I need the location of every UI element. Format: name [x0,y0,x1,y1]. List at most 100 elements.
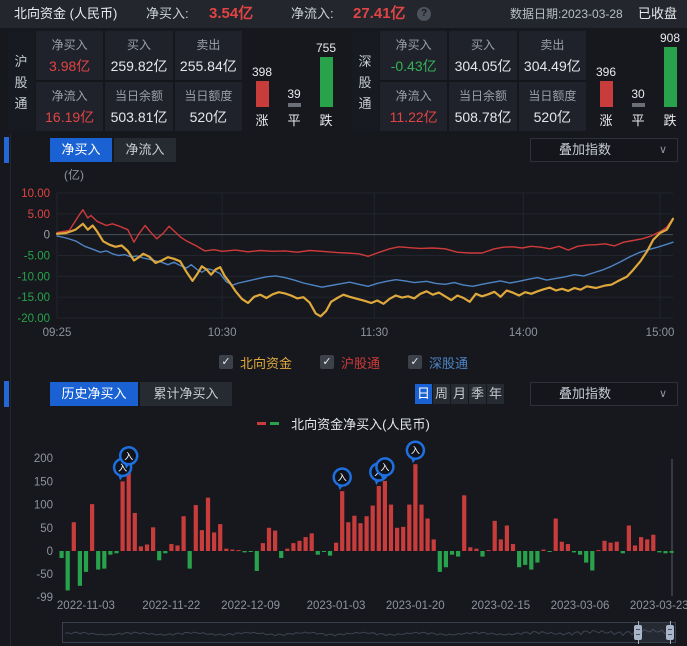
stat-cell: 买入 304.05亿 [449,31,517,80]
stat-cell: 当日余额 503.81亿 [105,82,173,131]
history-bar-chart[interactable]: 200 150 100 50 0 -50 -99 2022-11-03 2022-11-22 20… [0,433,687,615]
navigator-right-handle[interactable] [666,625,674,640]
hugutong-stats: 净买入 3.98亿 买入 259.82亿 卖出 255.84亿 净流入 16.19亿 当… [36,31,242,131]
legend-item-shengutong[interactable]: ✓ 深股通 [408,353,468,372]
stat-cell: 净买入 -0.43亿 [380,31,448,80]
svg-text:-10.00: -10.00 [17,271,50,283]
checkbox-checked-icon[interactable]: ✓ [319,355,334,369]
tab-net-buy[interactable]: 净买入 [50,138,112,162]
net-inflow-label: 净流入: [291,6,334,21]
section-accent [4,137,9,163]
chevron-down-icon: ∨ [658,144,667,156]
legend-dash-red [257,421,267,425]
stat-cell: 净流入 16.19亿 [36,82,104,131]
svg-text:入: 入 [118,463,127,473]
flat-column: 39 平 [287,87,301,128]
left-divider [10,134,11,646]
chevron-down-icon: ∨ [658,388,667,400]
intraday-line-chart[interactable]: 10.00 5.00 0 -5.00 -10.00 -15.00 -20.00 09:25 10… [0,178,687,345]
section-accent [4,381,9,407]
svg-text:2022-11-03: 2022-11-03 [57,600,115,612]
net-inflow-value: 27.41亿 [353,5,406,22]
overlay-index-select-2[interactable]: 叠加指数 ∨ [530,382,678,406]
svg-text:2022-12-09: 2022-12-09 [221,600,280,612]
data-date: 数据日期:2023-03-28 [510,7,623,21]
svg-text:2023-03-06: 2023-03-06 [551,600,610,612]
svg-text:50: 50 [40,523,53,535]
legend-item-beixiang[interactable]: ✓ 北向资金 [218,353,292,372]
svg-text:-5.00: -5.00 [24,251,50,263]
svg-text:09:25: 09:25 [43,327,72,339]
svg-text:10.00: 10.00 [21,188,50,200]
panel-name-shengutong: 深股通 [352,31,378,131]
navigator-left-handle[interactable] [634,625,642,640]
down-bar [319,57,333,107]
stat-cell: 买入 259.82亿 [105,31,173,80]
market-status: 已收盘 [638,6,678,21]
flat-bar [631,103,645,107]
down-column: 755 跌 [315,41,337,128]
svg-text:0: 0 [44,230,50,242]
svg-text:2023-01-20: 2023-01-20 [386,600,445,612]
bar-chart-legend: 北向资金净买入(人民币) [0,415,687,432]
navigator-waveform [64,628,672,637]
down-column: 908 跌 [659,31,681,128]
stat-cell: 当日额度 520亿 [518,82,586,131]
tab-net-inflow[interactable]: 净流入 [114,138,176,162]
checkbox-checked-icon[interactable]: ✓ [218,355,233,369]
svg-text:入: 入 [411,446,420,456]
svg-text:2022-11-22: 2022-11-22 [142,600,200,612]
svg-text:200: 200 [34,453,53,465]
svg-text:15:00: 15:00 [646,327,675,339]
svg-text:100: 100 [34,500,53,512]
overlay-index-select[interactable]: 叠加指数 ∨ [530,138,678,162]
header-bar: 北向资金 (人民币) 净买入: 3.54亿 净流入: 27.41亿 ? 数据日期… [0,0,687,28]
flat-column: 30 平 [631,87,645,128]
period-week-button[interactable]: 周 [433,384,450,404]
tab-history-net-buy[interactable]: 历史净买入 [50,382,138,406]
bar-legend-label: 北向资金净买入(人民币) [291,416,430,432]
stat-cell: 净流入 11.22亿 [380,82,448,131]
down-bar [663,47,677,107]
svg-text:2023-01-03: 2023-01-03 [307,600,366,612]
svg-text:11:30: 11:30 [360,327,388,339]
stat-cell: 净买入 3.98亿 [36,31,104,80]
stat-cell: 卖出 304.49亿 [518,31,586,80]
hugutong-advance-decline: 398 涨 39 平 755 跌 [248,33,340,129]
stat-cell: 当日额度 520亿 [174,82,242,131]
legend-dash-green [270,421,280,425]
svg-text:-15.00: -15.00 [17,292,50,304]
svg-text:150: 150 [34,476,53,488]
svg-text:5.00: 5.00 [28,209,50,221]
range-navigator[interactable] [62,621,676,644]
shengutong-advance-decline: 396 涨 30 平 908 跌 [592,31,684,129]
unit-label: (亿) [64,168,84,182]
checkbox-checked-icon[interactable]: ✓ [408,355,422,369]
period-year-button[interactable]: 年 [487,384,504,404]
up-column: 396 涨 [595,65,617,128]
tab-cumulative-net-buy[interactable]: 累计净买入 [140,382,232,406]
period-quarter-button[interactable]: 季 [469,384,486,404]
intraday-legend: ✓ 北向资金 ✓ 沪股通 ✓ 深股通 [0,352,687,372]
panel-name-hugutong: 沪股通 [8,31,34,131]
svg-text:2023-03-23: 2023-03-23 [630,600,687,612]
svg-text:入: 入 [124,451,133,461]
help-icon[interactable]: ? [417,7,431,21]
net-buy-label: 净买入: [146,6,189,21]
svg-text:-50: -50 [36,569,53,581]
flat-bar [287,103,301,107]
page-title: 北向资金 (人民币) [14,6,118,21]
period-month-button[interactable]: 月 [451,384,468,404]
stat-cell: 当日余额 508.78亿 [449,82,517,131]
shengutong-stats: 净买入 -0.43亿 买入 304.05亿 卖出 304.49亿 净流入 11.22亿 … [380,31,586,131]
svg-text:10:30: 10:30 [208,327,237,339]
svg-text:2023-02-15: 2023-02-15 [471,600,530,612]
svg-text:14:00: 14:00 [509,327,538,339]
period-day-button[interactable]: 日 [415,384,432,404]
svg-text:入: 入 [380,462,389,472]
legend-item-hugutong[interactable]: ✓ 沪股通 [319,353,380,372]
svg-text:-99: -99 [36,592,53,604]
up-bar [599,81,613,107]
navigator-selected-range[interactable] [638,623,670,642]
